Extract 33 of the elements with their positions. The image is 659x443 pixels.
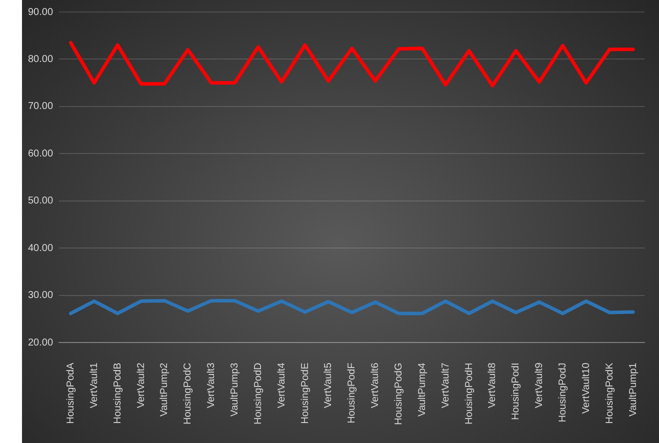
x-tick-label: VaultPump3 — [229, 362, 240, 416]
x-tick-label: VertVault7 — [440, 362, 452, 408]
x-tick-label: HousingPodJ — [557, 362, 568, 422]
y-tick-label: 60.00 — [28, 148, 54, 160]
x-tick-label: HousingPodI — [510, 362, 522, 420]
x-tick-label: VertVault8 — [487, 362, 498, 408]
x-tick-label: VertVault5 — [323, 362, 334, 408]
x-tick-label: HousingPodF — [346, 362, 358, 424]
x-tick-label: VertVault4 — [276, 362, 288, 408]
y-tick-label: 70.00 — [28, 101, 54, 112]
y-tick-label: 90.00 — [28, 6, 54, 18]
x-tick-label: VertVault3 — [206, 362, 218, 408]
y-tick-label: 40.00 — [28, 242, 54, 254]
x-tick-label: HousingPodA — [65, 362, 76, 424]
x-tick-label: VertVault1 — [88, 362, 100, 408]
x-tick-label: VaultPump4 — [416, 362, 428, 416]
y-tick-label: 30.00 — [28, 290, 54, 302]
x-tick-label: HousingPodG — [393, 362, 404, 426]
x-tick-label: VaultPump1 — [628, 362, 639, 416]
x-tick-label: VaultPump2 — [159, 362, 170, 416]
y-tick-label: 20.00 — [28, 337, 54, 348]
y-tick-label: 50.00 — [28, 196, 54, 207]
x-tick-label: VertVault6 — [370, 362, 382, 408]
x-tick-label: VertVault9 — [534, 362, 546, 408]
x-tick-label: HousingPodC — [182, 362, 194, 424]
x-tick-label: HousingPodD — [252, 362, 264, 424]
x-tick-label: HousingPodK — [604, 362, 616, 424]
y-tick-label: 80.00 — [28, 54, 54, 65]
x-tick-label: HousingPodB — [112, 362, 124, 424]
x-tick-label: HousingPodE — [300, 362, 311, 424]
x-tick-label: HousingPodH — [464, 362, 475, 424]
x-tick-label: VertVault2 — [136, 362, 147, 408]
x-tick-label: VertVault10 — [580, 362, 592, 414]
